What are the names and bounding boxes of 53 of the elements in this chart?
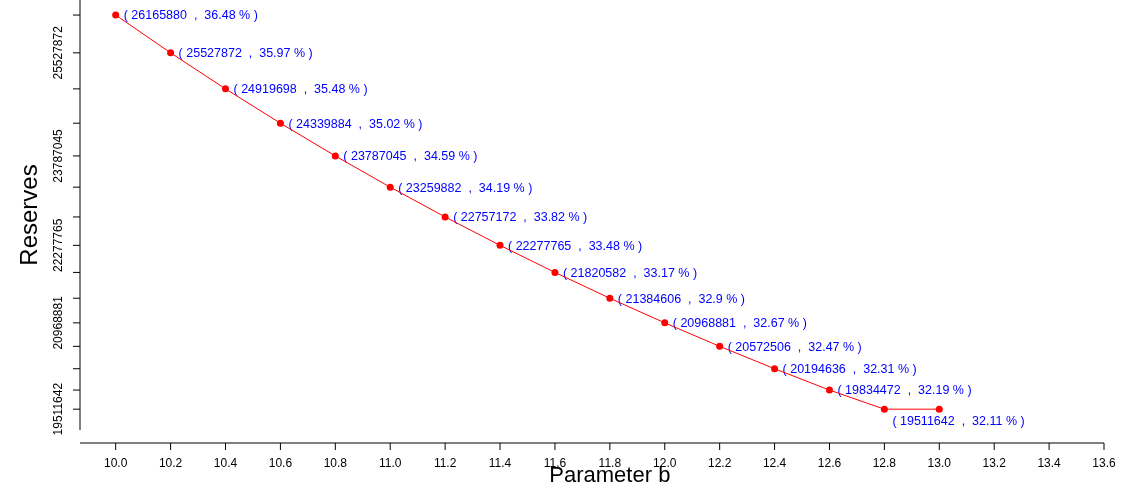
x-tick-label: 10.6 <box>268 456 293 470</box>
point <box>551 268 559 276</box>
y-tick-label: 23787045 <box>51 128 65 183</box>
x-tick-label: 13.0 <box>927 456 952 470</box>
data-label: ( 23787045 , 34.59 % ) <box>343 149 478 164</box>
point <box>935 405 943 413</box>
point <box>771 365 779 373</box>
point <box>386 183 394 191</box>
point <box>825 386 833 394</box>
x-tick-label: 11.8 <box>598 456 622 470</box>
data-label: ( 20194636 , 32.31 % ) <box>782 362 917 377</box>
x-tick-label: 12.2 <box>707 456 732 470</box>
data-label: ( 20572506 , 32.47 % ) <box>727 339 862 354</box>
data-label: ( 22757172 , 33.82 % ) <box>453 210 588 225</box>
point <box>606 294 614 302</box>
x-tick-label: 13.6 <box>1092 456 1116 470</box>
y-tick-label: 25527872 <box>51 25 65 80</box>
data-label: ( 26165880 , 36.48 % ) <box>123 8 258 23</box>
x-tick-label: 10.2 <box>158 456 183 470</box>
y-axis-title: Reserves <box>15 164 42 266</box>
point <box>880 405 888 413</box>
point <box>276 119 284 127</box>
data-label: ( 25527872 , 35.97 % ) <box>178 46 313 61</box>
x-tick-label: 13.4 <box>1037 456 1062 470</box>
data-label: ( 19511642 , 32.11 % ) <box>892 413 1025 428</box>
x-tick-label: 11.4 <box>488 456 512 470</box>
data-label: ( 24339884 , 35.02 % ) <box>288 116 423 131</box>
point <box>441 213 449 221</box>
point <box>331 152 339 160</box>
x-tick-label: 10.8 <box>323 456 348 470</box>
point <box>496 241 504 249</box>
y-tick-label: 20968881 <box>51 295 65 350</box>
point <box>222 85 229 93</box>
x-tick-label: 12.6 <box>817 456 842 470</box>
point <box>112 11 120 19</box>
point <box>167 49 175 57</box>
data-label: ( 19834472 , 32.19 % ) <box>837 383 972 398</box>
x-tick-label: 11.0 <box>378 456 402 470</box>
y-tick-label: 19511642 <box>51 382 65 436</box>
x-tick-label: 13.2 <box>982 456 1007 470</box>
x-tick-label: 10.0 <box>104 456 128 470</box>
point <box>716 342 724 350</box>
point <box>661 319 669 327</box>
data-label: ( 23259882 , 34.19 % ) <box>398 180 533 195</box>
x-tick-label: 12.4 <box>762 456 787 470</box>
x-tick-label: 11.2 <box>433 456 457 470</box>
data-label: ( 20968881 , 32.67 % ) <box>672 316 807 331</box>
y-tick-label: 22277765 <box>51 218 65 273</box>
data-label: ( 21820582 , 33.17 % ) <box>562 265 698 280</box>
x-tick-label: 12.8 <box>872 456 897 470</box>
x-tick-label: 10.4 <box>213 456 238 470</box>
data-label: ( 21384606 , 32.9 % ) <box>617 291 746 306</box>
data-label: ( 24919698 , 35.48 % ) <box>233 82 368 97</box>
